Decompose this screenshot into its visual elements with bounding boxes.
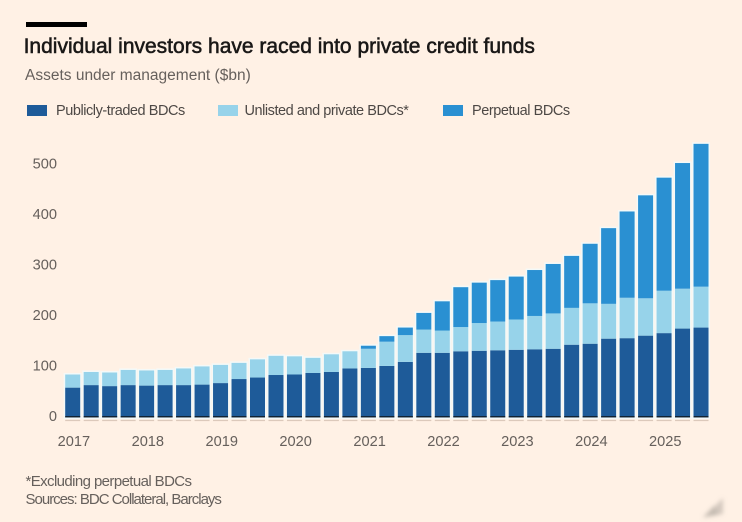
svg-text:2024: 2024	[575, 434, 607, 450]
svg-text:200: 200	[33, 308, 57, 324]
svg-text:100: 100	[33, 359, 57, 375]
svg-text:400: 400	[33, 207, 57, 223]
svg-text:2022: 2022	[427, 434, 459, 450]
svg-text:300: 300	[33, 258, 57, 274]
svg-text:500: 500	[33, 157, 57, 173]
svg-text:2021: 2021	[353, 434, 385, 450]
svg-text:2025: 2025	[649, 434, 681, 450]
svg-text:2019: 2019	[206, 434, 238, 450]
svg-text:2023: 2023	[501, 434, 533, 450]
svg-text:0: 0	[49, 409, 57, 425]
svg-text:2020: 2020	[279, 434, 311, 450]
svg-text:2017: 2017	[58, 434, 90, 450]
svg-text:2018: 2018	[132, 434, 164, 450]
